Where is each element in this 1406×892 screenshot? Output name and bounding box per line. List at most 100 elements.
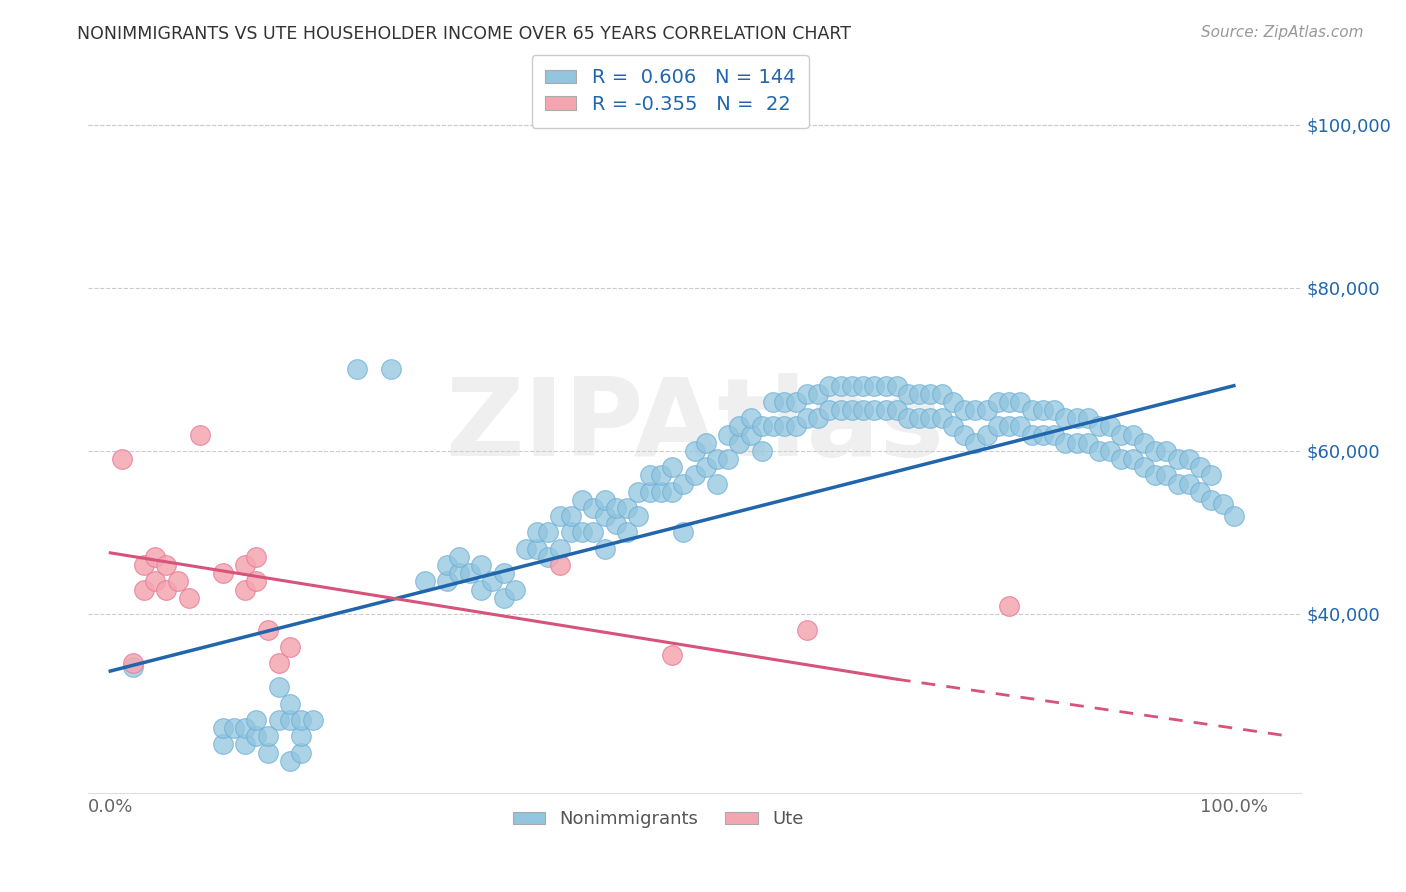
Point (751, 444, 773, 458)
Point (256, 624, 278, 638)
Point (841, 378, 863, 392)
Point (998, 419, 1021, 434)
Point (1099, 444, 1122, 458)
Point (897, 387, 920, 401)
Point (796, 387, 818, 401)
Point (211, 738, 233, 752)
Point (1054, 435, 1077, 450)
Point (650, 468, 672, 483)
Point (706, 476, 728, 491)
Point (548, 541, 571, 556)
Point (515, 541, 537, 556)
Point (650, 484, 672, 499)
Point (1111, 427, 1133, 442)
Point (830, 378, 852, 392)
Point (1122, 452, 1144, 467)
Point (155, 558, 177, 572)
Point (537, 525, 560, 540)
Point (830, 403, 852, 417)
Point (841, 403, 863, 417)
Point (481, 574, 503, 589)
Point (1077, 411, 1099, 425)
Point (638, 468, 661, 483)
Point (1156, 444, 1178, 458)
Point (346, 362, 368, 376)
Point (796, 411, 818, 425)
Point (616, 525, 638, 540)
Point (683, 468, 706, 483)
Point (740, 411, 762, 425)
Point (1201, 468, 1223, 483)
Point (582, 501, 605, 516)
Point (132, 558, 155, 572)
Point (661, 648, 683, 662)
Point (1156, 468, 1178, 483)
Point (278, 754, 301, 768)
Point (818, 378, 841, 392)
Point (672, 476, 695, 491)
Point (717, 427, 740, 442)
Point (560, 525, 582, 540)
Point (593, 541, 616, 556)
Point (278, 640, 301, 654)
Point (965, 435, 987, 450)
Point (526, 525, 548, 540)
Point (605, 517, 627, 532)
Point (953, 403, 976, 417)
Point (762, 419, 785, 434)
Point (1111, 452, 1133, 467)
Point (998, 599, 1021, 613)
Text: Source: ZipAtlas.com: Source: ZipAtlas.com (1201, 25, 1364, 40)
Point (1054, 411, 1077, 425)
Point (1133, 460, 1156, 475)
Point (267, 713, 290, 727)
Point (143, 549, 166, 564)
Point (998, 395, 1021, 409)
Point (256, 729, 278, 743)
Point (1043, 427, 1066, 442)
Point (290, 746, 312, 760)
Point (447, 549, 470, 564)
Point (121, 656, 143, 670)
Point (458, 566, 481, 581)
Point (110, 452, 132, 467)
Point (222, 721, 245, 735)
Point (1021, 427, 1043, 442)
Point (852, 378, 875, 392)
Point (290, 713, 312, 727)
Point (886, 403, 908, 417)
Point (920, 411, 942, 425)
Point (672, 525, 695, 540)
Point (301, 713, 323, 727)
Point (278, 697, 301, 711)
Point (908, 411, 931, 425)
Point (1032, 427, 1054, 442)
Point (1167, 476, 1189, 491)
Point (1133, 435, 1156, 450)
Text: NONIMMIGRANTS VS UTE HOUSEHOLDER INCOME OVER 65 YEARS CORRELATION CHART: NONIMMIGRANTS VS UTE HOUSEHOLDER INCOME … (77, 25, 851, 43)
Point (942, 395, 965, 409)
Point (256, 746, 278, 760)
Point (593, 492, 616, 507)
Point (245, 549, 267, 564)
Point (188, 427, 211, 442)
Point (852, 403, 875, 417)
Point (987, 419, 1010, 434)
Point (1212, 497, 1234, 511)
Text: ZIPAtlas: ZIPAtlas (446, 374, 943, 480)
Point (121, 660, 143, 674)
Point (245, 574, 267, 589)
Point (413, 574, 436, 589)
Point (627, 484, 650, 499)
Point (290, 729, 312, 743)
Point (1043, 403, 1066, 417)
Point (1077, 435, 1099, 450)
Point (728, 435, 751, 450)
Point (436, 574, 458, 589)
Point (706, 452, 728, 467)
Point (278, 713, 301, 727)
Point (560, 509, 582, 524)
Point (1178, 476, 1201, 491)
Point (155, 582, 177, 597)
Point (987, 395, 1010, 409)
